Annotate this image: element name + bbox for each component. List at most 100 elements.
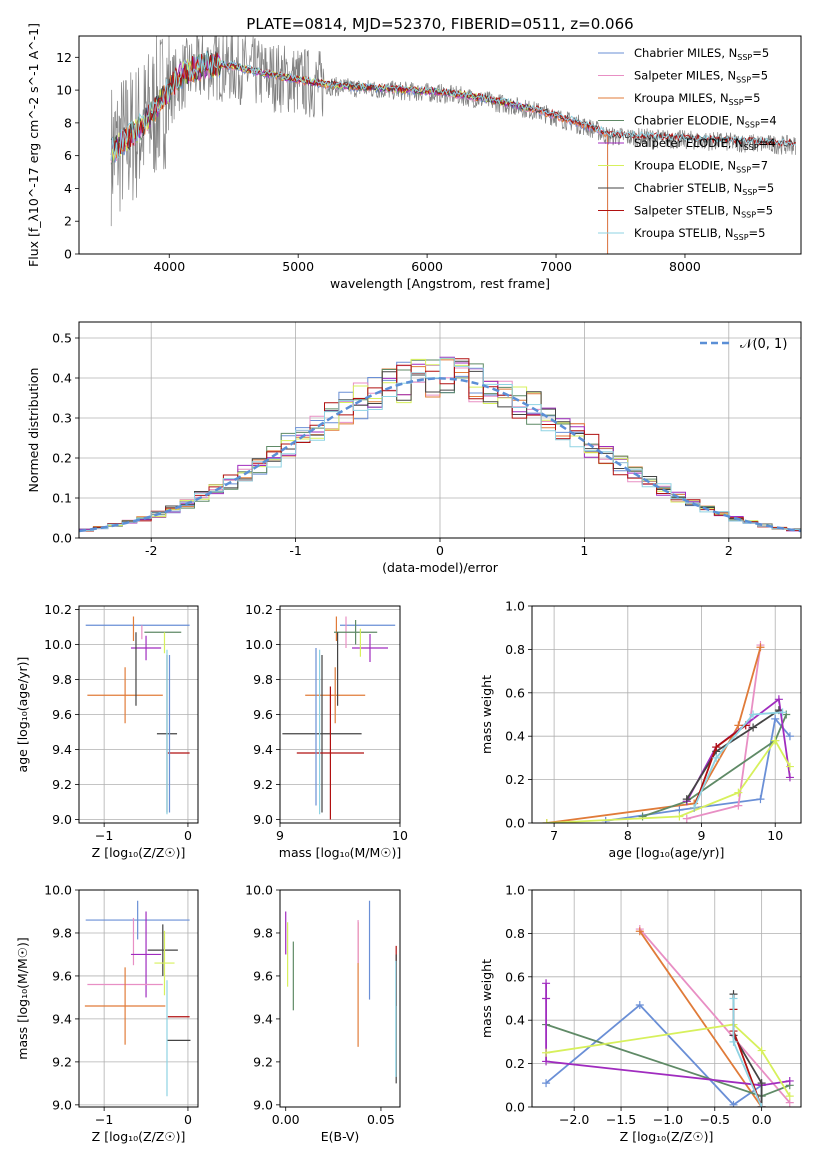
weight-line-kroupa_miles xyxy=(546,646,762,823)
legend-tail: =5 xyxy=(751,69,768,83)
x-tick-label: 8 xyxy=(624,828,632,843)
weight-marker-chabrier_miles xyxy=(542,1079,551,1088)
weight-marker-salpeter_elodie xyxy=(542,1057,551,1066)
y-tick-label: 9.0 xyxy=(253,812,273,827)
y-tick-label: 9.4 xyxy=(253,742,273,757)
weight-marker-chabrier_miles xyxy=(635,1001,644,1010)
legend-label-normal: 𝒩(0, 1) xyxy=(740,337,787,352)
y-tick-label: 9.4 xyxy=(52,742,72,757)
plot-area xyxy=(79,322,801,538)
x-tick-label: −0.5 xyxy=(700,1112,730,1127)
legend-label-kroupa_stelib: Kroupa STELIB, NSSP=5 xyxy=(634,226,765,242)
y-tick-label: 10.0 xyxy=(44,637,72,652)
y-tick-label: 9.4 xyxy=(52,1011,72,1026)
y-tick-label: 9.2 xyxy=(52,1054,72,1069)
y-axis-label: age [log₁₀(age/yr)] xyxy=(15,657,30,773)
x-axis-label: (data-model)/error xyxy=(382,560,499,575)
weight-marker-chabrier_elodie xyxy=(782,710,791,719)
weight-line-kroupa_miles xyxy=(639,930,763,1107)
y-axis-label: mass weight xyxy=(479,959,494,1038)
legend-subscript: SSP xyxy=(729,98,744,107)
legend-tail: =5 xyxy=(757,181,774,195)
legend-tail: =5 xyxy=(749,226,766,240)
axes-frame xyxy=(78,605,199,824)
legend-tail: =5 xyxy=(752,46,769,60)
weight-marker-chabrier_miles xyxy=(756,795,765,804)
x-tick-label: 9 xyxy=(698,828,706,843)
y-tick-label: 6 xyxy=(64,148,72,163)
weight-marker-chabrier_miles xyxy=(771,714,780,723)
weight-marker-chabrier_stelib xyxy=(682,795,691,804)
weight-marker-kroupa_stelib xyxy=(749,710,758,719)
weight-marker-kroupa_elodie xyxy=(757,1046,766,1055)
axes-frame xyxy=(279,605,401,824)
x-tick-label: 0 xyxy=(436,543,444,558)
histogram-kroupa_stelib xyxy=(79,357,801,532)
weight-line-salpeter_miles xyxy=(639,928,791,1104)
y-tick-label: 0.2 xyxy=(52,451,72,466)
y-tick-label: 9.8 xyxy=(52,672,72,687)
y-tick-label: 9.0 xyxy=(52,1097,72,1112)
weight-marker-kroupa_elodie xyxy=(771,736,780,745)
weight-marker-chabrier_miles xyxy=(729,1100,738,1107)
y-tick-label: 9.2 xyxy=(52,777,72,792)
weight-marker-kroupa_elodie xyxy=(542,1048,551,1057)
weight-marker-kroupa_stelib xyxy=(757,1103,766,1107)
figure-title: PLATE=0814, MJD=52370, FIBERID=0511, z=0… xyxy=(246,15,633,33)
legend-subscript: SSP xyxy=(737,53,752,62)
y-tick-label: 12 xyxy=(56,50,72,65)
legend-subscript: SSP xyxy=(742,188,757,197)
weight-line-chabrier_stelib xyxy=(686,709,780,800)
normal-curve xyxy=(79,377,801,533)
x-axis-label: mass [log₁₀(M/M☉)] xyxy=(279,845,401,860)
x-tick-label: −1.5 xyxy=(606,1112,636,1127)
legend-text: Kroupa MILES, N xyxy=(634,91,729,105)
x-axis-label: Z [log₁₀(Z/Z☉)] xyxy=(92,845,186,860)
legend-subscript: SSP xyxy=(736,76,751,85)
weight-marker-kroupa_stelib xyxy=(729,1037,738,1046)
y-tick-label: 9.6 xyxy=(52,968,72,983)
weight-marker-kroupa_miles xyxy=(734,721,743,730)
legend-text: Salpeter MILES, N xyxy=(634,69,736,83)
y-tick-label: 0.6 xyxy=(505,969,525,984)
weight-marker-salpeter_elodie xyxy=(542,994,551,1003)
weight-marker-salpeter_elodie xyxy=(785,1076,794,1085)
x-tick-label: 2 xyxy=(725,543,733,558)
x-tick-label: 4000 xyxy=(153,259,185,274)
axes-frame xyxy=(279,889,401,1108)
y-tick-label: 10.0 xyxy=(245,637,273,652)
legend-text: Chabrier MILES, N xyxy=(634,46,737,60)
weight-marker-kroupa_elodie xyxy=(675,812,684,821)
x-tick-label: 9 xyxy=(276,828,284,843)
weight-marker-kroupa_elodie xyxy=(785,762,794,771)
y-tick-label: 2 xyxy=(64,214,72,229)
y-tick-label: 0.4 xyxy=(505,1013,525,1028)
y-tick-label: 10.0 xyxy=(44,883,72,898)
x-tick-label: 5000 xyxy=(282,259,314,274)
y-axis-label: mass [log₁₀(M/M☉)] xyxy=(15,937,30,1059)
x-tick-label: 0 xyxy=(184,1112,192,1127)
y-axis-label: Flux [f_λ10^-17 erg cm^-2 s^-1 A^-1] xyxy=(26,23,41,267)
panel-mass_vs_z: −1 0 9.0 9.2 9.4 9.6 9.8 10.0 Z [log₁₀(Z/Z☉)] mas… xyxy=(15,883,199,1144)
y-tick-label: 0.8 xyxy=(505,926,525,941)
x-tick-label: 0.00 xyxy=(272,1112,300,1127)
panel-weight_vs_z: −2.0 −1.5 −1.0 −0.5 0.0 0.0 0.2 0.4 0.6 0.8 1.0 Z [… xyxy=(479,883,802,1144)
legend-subscript: SSP xyxy=(734,233,749,242)
weight-marker-salpeter_elodie xyxy=(785,773,794,782)
y-tick-label: 9.6 xyxy=(52,707,72,722)
weight-marker-kroupa_elodie xyxy=(734,788,743,797)
y-tick-label: 9.6 xyxy=(253,968,273,983)
panel-residuals: -2 -1 0 1 2 0.0 0.1 0.2 0.3 0.4 0.5 (data-model)/er… xyxy=(26,321,802,575)
x-tick-label: -2 xyxy=(145,543,157,558)
weight-marker-kroupa_miles xyxy=(635,927,644,936)
legend-text: Kroupa STELIB, N xyxy=(634,226,734,240)
y-tick-label: 4 xyxy=(64,181,72,196)
panel-age_vs_z: −1 0 9.0 9.2 9.4 9.6 9.8 10.0 10.2 Z [log₁₀(Z/Z☉)… xyxy=(15,602,199,860)
y-tick-label: 0.8 xyxy=(505,642,525,657)
y-tick-label: 0.0 xyxy=(52,531,72,546)
x-tick-label: -1 xyxy=(289,543,301,558)
weight-marker-salpeter_miles xyxy=(682,814,691,823)
weight-marker-kroupa_miles xyxy=(756,643,765,652)
legend-label-kroupa_elodie: Kroupa ELODIE, NSSP=7 xyxy=(634,159,768,175)
